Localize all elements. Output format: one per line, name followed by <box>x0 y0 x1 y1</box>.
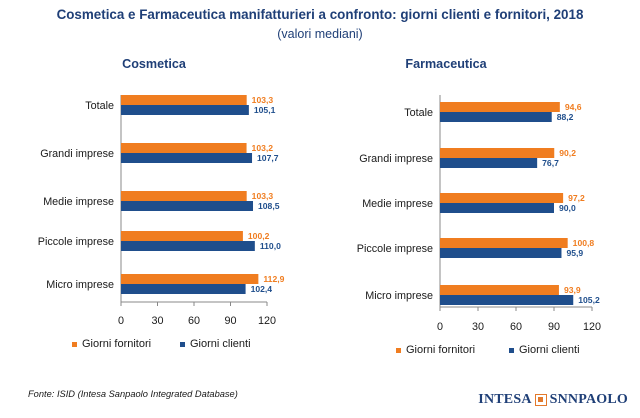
bar-fornitori <box>440 148 555 158</box>
value-label-fornitori: 100,2 <box>248 231 270 241</box>
category-label: Grandi imprese <box>359 153 433 165</box>
value-label-fornitori: 103,3 <box>252 95 274 105</box>
x-tick-label: 60 <box>188 315 200 327</box>
legend-label-fornitori: Giorni fornitori <box>82 338 151 350</box>
source-note: Fonte: ISID (Intesa Sanpaolo Integrated … <box>28 389 238 399</box>
bar-fornitori <box>121 231 243 241</box>
brand-right: SNNPAOLO <box>549 392 628 407</box>
bar-clienti <box>440 295 574 305</box>
category-label: Medie imprese <box>43 196 114 208</box>
bar-clienti <box>121 241 255 251</box>
value-label-clienti: 95,9 <box>566 248 583 258</box>
value-label-clienti: 76,7 <box>542 158 559 168</box>
bar-fornitori <box>440 193 564 203</box>
legend-label-clienti: Giorni clienti <box>190 338 251 350</box>
value-label-clienti: 107,7 <box>257 153 279 163</box>
category-label: Totale <box>85 100 114 112</box>
value-label-fornitori: 94,6 <box>565 102 582 112</box>
farmaceutica-panel: Farmaceutica 0 30 60 90 120 Totale 94,688,2 Gran… <box>357 57 601 356</box>
x-tick-label: 120 <box>258 315 276 327</box>
legend-swatch-clienti <box>180 342 185 347</box>
x-tick-label: 60 <box>510 321 522 333</box>
value-label-fornitori: 103,2 <box>252 143 274 153</box>
x-tick-label: 90 <box>224 315 236 327</box>
x-tick-label: 120 <box>583 321 601 333</box>
value-label-clienti: 90,0 <box>559 203 576 213</box>
chart-subtitle: (valori mediani) <box>277 27 363 41</box>
bar-clienti <box>121 284 246 294</box>
value-label-clienti: 102,4 <box>251 284 273 294</box>
bar-clienti <box>121 153 253 163</box>
category-label: Piccole imprese <box>357 243 433 255</box>
x-tick-label: 30 <box>151 315 163 327</box>
category-label: Micro imprese <box>365 290 433 302</box>
bar-clienti <box>440 203 554 213</box>
brand-left: INTESA <box>478 392 532 407</box>
value-label-fornitori: 90,2 <box>559 148 576 158</box>
legend-swatch-fornitori <box>72 342 77 347</box>
value-label-clienti: 105,2 <box>578 295 600 305</box>
x-tick-label: 30 <box>472 321 484 333</box>
value-label-fornitori: 93,9 <box>564 285 581 295</box>
bar-fornitori <box>440 285 559 295</box>
bar-fornitori <box>121 274 259 284</box>
chart-title: Cosmetica e Farmaceutica manifatturieri … <box>56 7 584 22</box>
bar-clienti <box>440 158 538 168</box>
bar-fornitori <box>121 95 247 105</box>
category-label: Micro imprese <box>46 279 114 291</box>
bar-clienti <box>121 105 249 115</box>
category-label: Piccole imprese <box>38 236 114 248</box>
bar-clienti <box>440 112 552 122</box>
value-label-fornitori: 100,8 <box>573 238 595 248</box>
value-label-clienti: 110,0 <box>260 241 281 251</box>
x-tick-label: 0 <box>437 321 443 333</box>
category-label: Grandi imprese <box>40 148 114 160</box>
bar-clienti <box>121 201 254 211</box>
value-label-fornitori: 103,3 <box>252 191 274 201</box>
value-label-clienti: 108,5 <box>258 201 280 211</box>
bar-fornitori <box>121 191 247 201</box>
value-label-fornitori: 97,2 <box>568 193 585 203</box>
x-tick-label: 90 <box>548 321 560 333</box>
legend-swatch-fornitori <box>396 348 401 353</box>
panel-title: Farmaceutica <box>405 57 487 71</box>
x-tick-label: 0 <box>118 315 124 327</box>
bar-fornitori <box>121 143 247 153</box>
value-label-clienti: 88,2 <box>557 112 574 122</box>
legend-swatch-clienti <box>509 348 514 353</box>
bar-clienti <box>440 248 562 258</box>
brand-logo: INTESA SNNPAOLO <box>478 392 628 408</box>
category-label: Totale <box>404 107 433 119</box>
panel-title: Cosmetica <box>122 57 187 71</box>
legend-label-fornitori: Giorni fornitori <box>406 344 475 356</box>
category-label: Medie imprese <box>362 198 433 210</box>
legend-label-clienti: Giorni clienti <box>519 344 580 356</box>
value-label-clienti: 105,1 <box>254 105 276 115</box>
brand-mark-icon <box>534 394 547 406</box>
bar-fornitori <box>440 238 568 248</box>
bar-fornitori <box>440 102 560 112</box>
value-label-fornitori: 112,9 <box>263 274 284 284</box>
